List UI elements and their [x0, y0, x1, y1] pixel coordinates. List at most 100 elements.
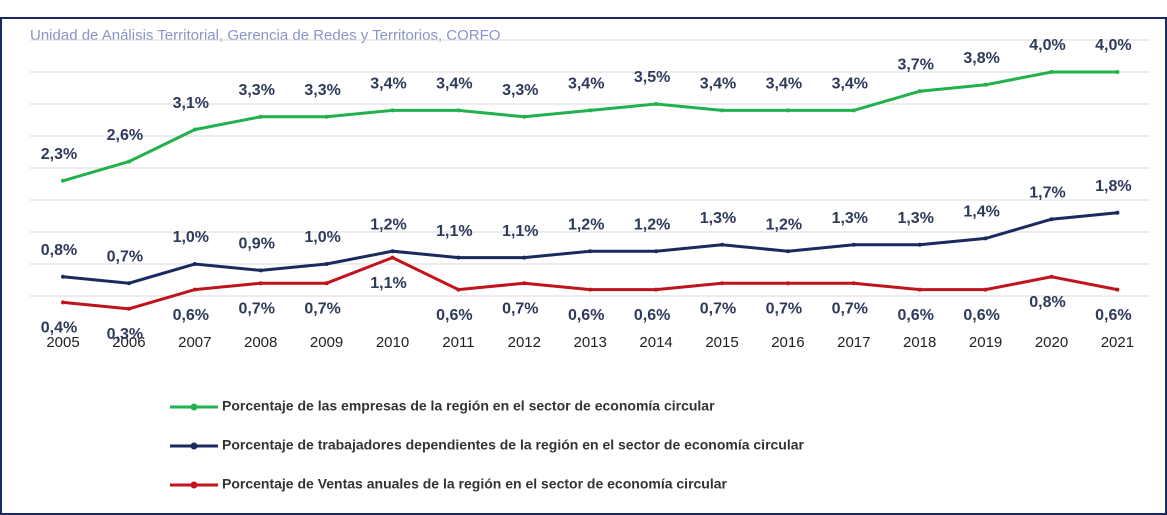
point [654, 249, 659, 254]
data-label: 0,7% [107, 248, 143, 265]
data-label: 0,6% [1095, 307, 1131, 324]
data-label: 3,3% [502, 82, 538, 99]
point [1115, 70, 1120, 74]
point [192, 287, 197, 292]
point [785, 249, 790, 254]
data-label: 0,6% [173, 307, 209, 324]
point [456, 255, 461, 260]
point [917, 287, 922, 292]
data-label: 3,8% [963, 50, 999, 67]
data-label: 0,6% [436, 307, 472, 324]
data-label: 3,4% [766, 76, 802, 93]
point [983, 236, 988, 241]
point [192, 262, 197, 266]
point [390, 249, 395, 254]
x-tick-label: 2008 [244, 334, 277, 351]
point [1049, 70, 1054, 74]
point [126, 159, 131, 164]
point [851, 108, 856, 113]
point [1115, 210, 1120, 215]
data-label: 1,2% [370, 216, 406, 233]
point [1049, 274, 1054, 279]
point [456, 287, 461, 292]
data-label: 3,4% [700, 76, 736, 93]
point [917, 89, 922, 94]
point [61, 300, 65, 305]
x-tick-label: 2014 [639, 334, 672, 351]
data-label: 1,1% [436, 223, 472, 240]
point [522, 281, 527, 286]
point [126, 306, 131, 311]
x-tick-label: 2016 [771, 334, 804, 351]
point [720, 108, 724, 113]
x-tick-label: 2006 [112, 334, 145, 351]
point [917, 242, 922, 247]
point [390, 108, 395, 113]
x-tick-label: 2020 [1035, 334, 1068, 351]
data-label: 4,0% [1095, 37, 1131, 54]
data-label: 1,1% [370, 275, 406, 292]
x-tick-label: 2021 [1101, 334, 1134, 351]
data-label: 0,6% [963, 307, 999, 324]
point [258, 281, 263, 286]
data-label: 2,6% [107, 127, 143, 144]
data-label: 1,0% [173, 229, 209, 246]
point [390, 255, 395, 260]
data-label: 3,4% [436, 76, 472, 93]
data-label: 0,7% [238, 300, 274, 317]
data-label: 3,1% [173, 95, 209, 112]
legend-label: Porcentaje de trabajadores dependientes … [222, 437, 805, 453]
point [720, 281, 724, 286]
data-label: 0,9% [238, 236, 274, 253]
data-label: 3,4% [370, 76, 406, 93]
x-tick-label: 2005 [46, 334, 79, 351]
x-tick-label: 2007 [178, 334, 211, 351]
chart-subtitle: Unidad de Análisis Territorial, Gerencia… [30, 27, 500, 44]
point [1115, 287, 1120, 292]
data-label: 0,8% [1029, 294, 1065, 311]
legend-label: Porcentaje de las empresas de la región … [222, 398, 715, 414]
data-label: 0,7% [700, 300, 736, 317]
data-label: 3,4% [568, 76, 604, 93]
legend-marker [190, 481, 198, 489]
data-label: 1,3% [700, 210, 736, 227]
point [324, 262, 329, 266]
x-tick-label: 2013 [574, 334, 607, 351]
x-tick-label: 2017 [837, 334, 870, 351]
data-label: 3,3% [238, 82, 274, 99]
point [785, 108, 790, 113]
data-label: 1,3% [832, 210, 868, 227]
x-tick-label: 2015 [705, 334, 738, 351]
data-label: 3,4% [832, 76, 868, 93]
point [654, 287, 659, 292]
data-label: 0,4% [41, 320, 77, 337]
point [983, 82, 988, 87]
data-label: 1,1% [502, 223, 538, 240]
x-tick-label: 2018 [903, 334, 936, 351]
legend-marker [190, 442, 198, 450]
data-label: 0,6% [634, 307, 670, 324]
point [324, 281, 329, 286]
data-label: 0,3% [107, 326, 143, 343]
point [522, 114, 527, 119]
point [192, 127, 197, 132]
legend-label: Porcentaje de Ventas anuales de la regió… [222, 476, 728, 492]
data-label: 1,8% [1095, 178, 1131, 195]
legend-marker [190, 403, 198, 411]
data-label: 0,7% [502, 300, 538, 317]
point [851, 281, 856, 286]
point [258, 114, 263, 119]
data-label: 0,7% [766, 300, 802, 317]
data-label: 1,2% [634, 216, 670, 233]
data-label: 1,3% [897, 210, 933, 227]
data-label: 0,8% [41, 242, 77, 259]
point [126, 281, 131, 286]
point [258, 268, 263, 273]
data-label: 0,6% [568, 307, 604, 324]
point [324, 114, 329, 119]
data-label: 1,7% [1029, 184, 1065, 201]
point [61, 274, 65, 279]
x-tick-label: 2011 [442, 334, 474, 351]
x-tick-label: 2012 [508, 334, 541, 351]
